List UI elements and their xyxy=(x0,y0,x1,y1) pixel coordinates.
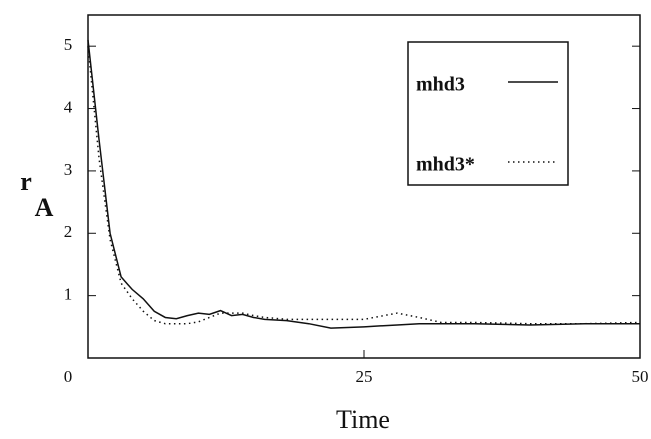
legend-label: mhd3* xyxy=(416,154,475,176)
x-axis-label: Time xyxy=(336,405,390,434)
x-tick-label: 50 xyxy=(632,367,649,386)
y-tick-label: 5 xyxy=(64,35,73,54)
y-axis-label-sub: A xyxy=(35,193,54,222)
legend-label: mhd3 xyxy=(416,74,465,96)
y-tick-label: 4 xyxy=(64,97,73,116)
series-line xyxy=(87,39,640,329)
y-tick-label: 3 xyxy=(64,160,73,179)
legend: mhd3 mhd3* xyxy=(407,41,569,186)
y-axis-label: r xyxy=(20,167,32,196)
y-tick-label: 1 xyxy=(64,285,73,304)
legend-frame xyxy=(407,41,569,186)
x-tick-label: 0 xyxy=(64,367,73,386)
x-tick-label: 25 xyxy=(356,367,373,386)
y-tick-label: 2 xyxy=(64,222,73,241)
